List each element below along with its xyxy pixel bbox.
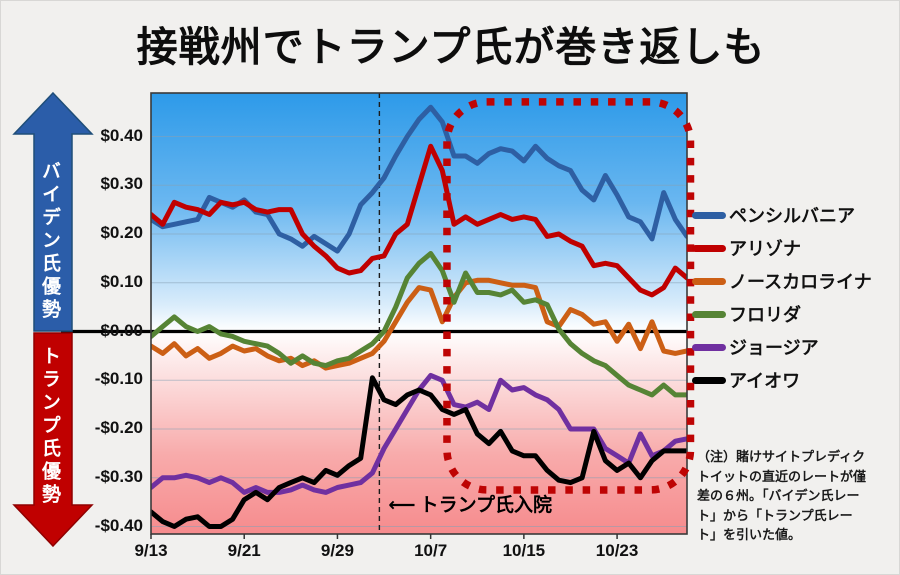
legend-swatch [692, 277, 726, 285]
legend-item: ジョージア [692, 334, 899, 360]
data-series [151, 104, 687, 529]
legend-item: アリゾナ [692, 235, 899, 261]
legend-label: ジョージア [729, 338, 819, 358]
biden-arrow-label: バイデン氏優勢 [39, 161, 60, 322]
y-axis-label: $0.40 [100, 125, 143, 145]
legend-swatch [692, 343, 726, 351]
gridlines [151, 136, 687, 527]
y-axis-label: $0.20 [100, 223, 143, 242]
y-axis-label: $0.10 [100, 271, 143, 291]
biden-advantage-arrow [12, 91, 94, 332]
legend-label: フロリダ [729, 305, 801, 325]
y-axis-label: -$0.40 [94, 515, 143, 535]
x-axis-label: 9/13 [134, 541, 168, 560]
event-annotation-label: トランプ氏入院 [419, 495, 553, 516]
series-line-フロリダ [151, 251, 687, 398]
legend-swatch [692, 310, 726, 318]
x-axis-label: 9/29 [320, 541, 354, 560]
legend-item: ペンシルバニア [692, 202, 899, 228]
legend-label: ノースカロライナ [729, 272, 872, 292]
series-line-アリゾナ [151, 143, 687, 298]
legend-swatch [692, 211, 726, 219]
plot-border [150, 92, 688, 535]
y-axis-label: -$0.10 [94, 369, 143, 389]
legend: ペンシルバニア アリゾナノースカロライナ フロリダジョージアアイオワ [692, 202, 899, 400]
y-axis-label: $0.00 [100, 320, 143, 340]
legend-label: ペンシルバニア [729, 206, 855, 226]
legend-swatch [692, 376, 726, 384]
x-axis-label: 10/15 [502, 541, 546, 560]
legend-label: アリゾナ [729, 239, 801, 259]
trump-advantage-arrow [12, 332, 94, 548]
legend-item: アイオワ [692, 367, 899, 393]
highlight-box [443, 98, 695, 494]
y-axis-label: $0.30 [100, 174, 143, 194]
axis-tick-marks [150, 534, 618, 539]
legend-item: フロリダ [692, 301, 899, 327]
page-title: 接戦州でトランプ氏が巻き返しも [136, 24, 766, 70]
plot-background [151, 93, 687, 534]
series-line-アイオワ [151, 375, 687, 529]
legend-label: アイオワ [729, 371, 801, 391]
legend-swatch [692, 244, 726, 252]
trump-arrow-label: トランプ氏優勢 [39, 346, 60, 507]
x-axis-label: 10/23 [595, 541, 639, 560]
x-axis-label: 10/7 [414, 541, 448, 560]
y-axis-label: -$0.30 [94, 466, 143, 486]
x-axis-label: 9/21 [227, 541, 261, 560]
left-arrow-icon: ⟵ [388, 495, 416, 516]
highlight-box-outline [443, 98, 695, 494]
event-annotation: ⟵ トランプ氏入院 [388, 490, 552, 517]
series-line-ノースカロライナ [151, 277, 687, 371]
footnote: （注）賭けサイトプレディク トイットの直近のレートが僅 差の６州。「バイデン氏レ… [697, 449, 867, 542]
y-axis-label: -$0.20 [94, 418, 143, 437]
legend-item: ノースカロライナ [692, 268, 899, 294]
